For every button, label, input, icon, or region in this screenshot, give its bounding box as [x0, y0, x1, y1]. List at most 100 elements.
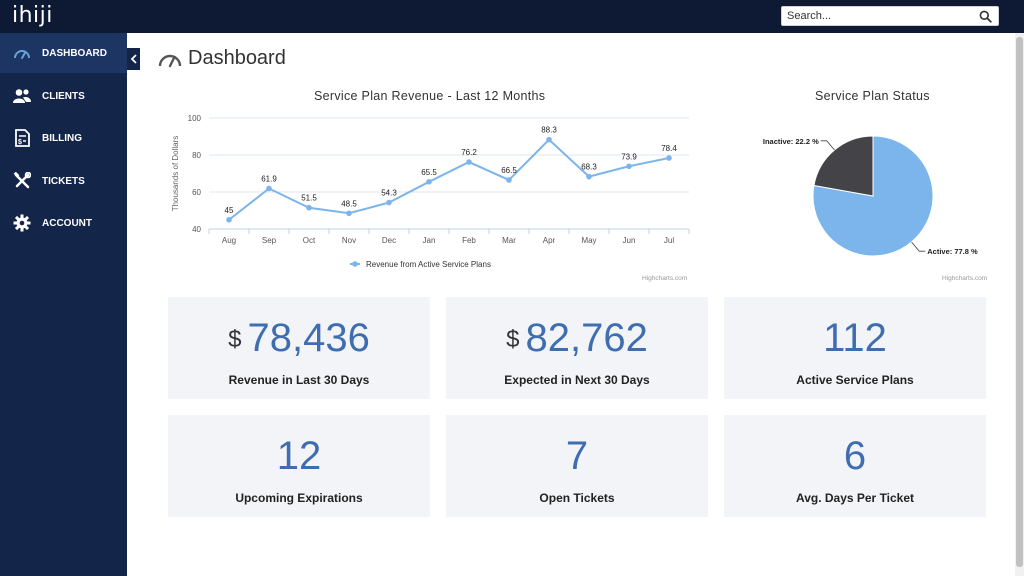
tools-icon — [13, 172, 31, 190]
x-tick-label: Feb — [462, 236, 476, 245]
data-label: 54.3 — [381, 189, 397, 198]
currency-symbol: $ — [506, 326, 520, 353]
sidebar-item-clients[interactable]: CLIENTS — [0, 76, 127, 116]
legend-label: Revenue from Active Service Plans — [366, 260, 491, 269]
data-point — [346, 210, 352, 217]
page-title-text: Dashboard — [188, 47, 286, 69]
chevron-left-icon — [130, 54, 137, 64]
stat-label: Open Tickets — [539, 491, 615, 505]
data-label: 51.5 — [301, 194, 317, 203]
data-label: 78.4 — [661, 144, 677, 153]
page-title: Dashboard — [158, 47, 286, 70]
svg-text:$: $ — [18, 139, 22, 146]
users-icon — [13, 87, 31, 105]
stat-value: 112 — [724, 315, 986, 361]
stat-number: 82,762 — [525, 316, 648, 360]
sidebar-item-label: TICKETS — [42, 175, 85, 187]
y-tick-label: 60 — [192, 188, 201, 197]
x-tick-label: Jun — [623, 236, 636, 245]
sidebar-collapse-button[interactable] — [127, 48, 140, 70]
app-logo[interactable]: ihiji — [12, 3, 53, 28]
data-point — [226, 216, 232, 223]
data-point — [546, 136, 552, 143]
pie-connector — [820, 140, 835, 151]
sidebar-item-dashboard[interactable]: DASHBOARD — [0, 33, 127, 73]
stat-label: Expected in Next 30 Days — [504, 373, 650, 387]
stat-label: Avg. Days Per Ticket — [795, 491, 915, 505]
pie-slice — [813, 135, 874, 197]
chart-credit[interactable]: Highcharts.com — [642, 275, 688, 282]
stat-label: Revenue in Last 30 Days — [228, 373, 370, 387]
stat-number: 7 — [565, 434, 589, 478]
sidebar-item-billing[interactable]: $ BILLING — [0, 118, 127, 158]
gauge-icon — [158, 54, 182, 67]
data-point — [506, 177, 512, 183]
stat-number: 78,436 — [247, 316, 370, 360]
stat-card-expirations[interactable]: 12 Upcoming Expirations — [168, 415, 430, 517]
stat-number: 12 — [276, 434, 322, 478]
sidebar-item-label: BILLING — [42, 132, 82, 144]
x-tick-label: Jul — [664, 236, 674, 245]
data-label: 45 — [225, 206, 234, 215]
sidebar-item-label: DASHBOARD — [42, 47, 107, 59]
data-label: 68.3 — [581, 163, 597, 172]
stat-card-active-plans[interactable]: 112 Active Service Plans — [724, 297, 986, 399]
sidebar-item-label: CLIENTS — [42, 90, 85, 102]
top-navbar: ihiji — [0, 0, 1024, 33]
data-point — [586, 173, 592, 180]
data-label: 61.9 — [261, 174, 277, 183]
scrollbar-thumb[interactable] — [1016, 37, 1023, 567]
data-point — [666, 155, 672, 161]
stat-card-expected[interactable]: $82,762 Expected in Next 30 Days — [446, 297, 708, 399]
stat-number: 112 — [823, 316, 887, 360]
status-chart-title: Service Plan Status — [815, 89, 930, 103]
data-point — [386, 199, 392, 206]
data-label: 88.3 — [541, 126, 557, 135]
x-tick-label: Nov — [342, 236, 356, 245]
stat-value: 7 — [446, 433, 708, 479]
data-point — [626, 163, 632, 170]
y-axis-label: Thousands of Dollars — [171, 136, 180, 212]
x-tick-label: Dec — [382, 236, 396, 245]
search-input[interactable] — [782, 7, 972, 25]
data-label: 65.5 — [421, 168, 437, 177]
data-label: 76.2 — [461, 148, 477, 157]
sidebar-item-account[interactable]: ACCOUNT — [0, 203, 127, 243]
data-label: 66.5 — [501, 166, 517, 175]
data-point — [426, 179, 432, 185]
stat-value: $78,436 — [168, 315, 430, 363]
x-tick-label: Jan — [423, 236, 436, 245]
sidebar: DASHBOARD CLIENTS $ BILLING TICKETS ACCO… — [0, 33, 127, 576]
search-box[interactable] — [781, 6, 999, 26]
invoice-icon: $ — [13, 129, 31, 147]
pie-label: Active: 77.8 % — [927, 247, 978, 256]
data-label: 48.5 — [341, 199, 357, 208]
stat-value: 12 — [168, 433, 430, 479]
legend-marker — [352, 261, 358, 267]
x-tick-label: Aug — [222, 236, 236, 245]
series-line — [228, 138, 670, 221]
data-point — [306, 204, 312, 211]
currency-symbol: $ — [228, 326, 242, 353]
sidebar-item-tickets[interactable]: TICKETS — [0, 161, 127, 201]
revenue-chart-title: Service Plan Revenue - Last 12 Months — [314, 89, 546, 103]
y-tick-label: 40 — [192, 225, 201, 234]
data-point — [266, 185, 272, 192]
x-tick-label: Mar — [502, 236, 516, 245]
page-scrollbar[interactable] — [1015, 33, 1024, 576]
stat-number: 6 — [843, 434, 867, 478]
stat-value: 6 — [724, 433, 986, 479]
search-icon[interactable] — [979, 10, 992, 23]
stat-value: $82,762 — [446, 315, 708, 363]
data-label: 73.9 — [621, 152, 637, 161]
gear-icon — [13, 214, 31, 232]
revenue-line-chart: 40 60 80 100 Aug Sep Oct Nov Dec Jan Feb Mar Apr May J… — [171, 114, 690, 269]
stat-card-avg-days[interactable]: 6 Avg. Days Per Ticket — [724, 415, 986, 517]
pie-label: Inactive: 22.2 % — [763, 137, 819, 146]
stat-label: Upcoming Expirations — [235, 491, 363, 505]
stat-card-open-tickets[interactable]: 7 Open Tickets — [446, 415, 708, 517]
stat-label: Active Service Plans — [796, 373, 914, 387]
chart-credit[interactable]: Highcharts.com — [942, 275, 988, 282]
stat-card-revenue[interactable]: $78,436 Revenue in Last 30 Days — [168, 297, 430, 399]
x-tick-label: May — [581, 236, 596, 245]
